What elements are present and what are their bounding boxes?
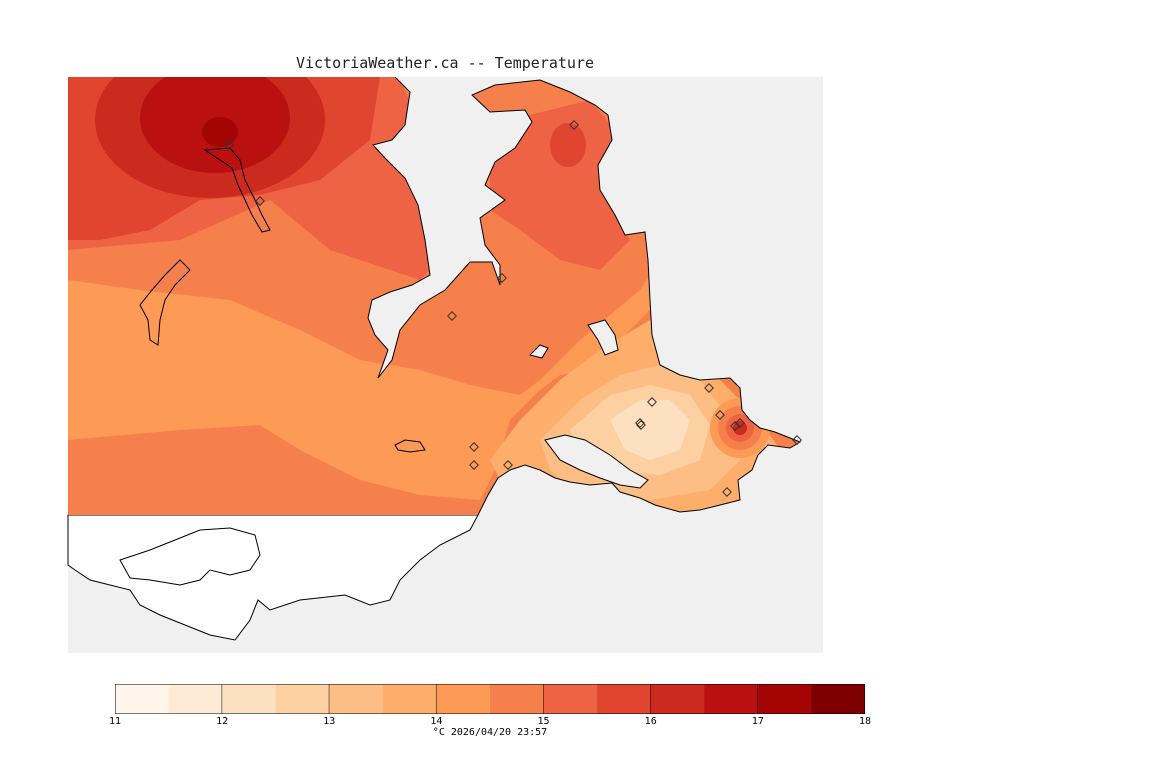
scale-swatch <box>757 684 812 714</box>
scale-swatch <box>168 684 223 714</box>
scale-swatch <box>543 684 598 714</box>
station-marker[interactable] <box>569 120 579 130</box>
scale-swatch <box>115 684 170 714</box>
temperature-field <box>68 77 800 515</box>
scale-tick-label: 13 <box>323 716 336 727</box>
scale-swatch <box>811 684 865 714</box>
harbour <box>544 434 649 489</box>
station-marker[interactable] <box>647 397 657 407</box>
map-title: VictoriaWeather.ca -- Temperature <box>295 54 594 72</box>
weather-stations <box>224 120 802 497</box>
station-marker[interactable] <box>497 273 507 283</box>
station-marker[interactable] <box>715 410 725 420</box>
station-marker[interactable] <box>636 420 646 430</box>
scale-swatch <box>329 684 384 714</box>
scale-tick-label: 12 <box>216 716 229 727</box>
scale-tick-label: 18 <box>858 716 872 727</box>
lake <box>394 439 426 453</box>
scale-swatch <box>650 684 705 714</box>
scale-tick-label: 16 <box>644 716 657 727</box>
scale-swatch <box>275 684 330 714</box>
caption-units-timestamp: °C 2026/04/20 23:57 <box>432 727 548 738</box>
station-marker[interactable] <box>447 311 457 321</box>
station-marker[interactable] <box>255 196 265 206</box>
scale-tick-label: 14 <box>430 716 443 727</box>
station-marker[interactable] <box>469 442 479 452</box>
station-marker[interactable] <box>503 460 513 470</box>
lake <box>587 319 619 356</box>
scale-tick-label: 15 <box>537 716 550 727</box>
lake <box>139 259 191 346</box>
scale-swatch <box>222 684 277 714</box>
scale-tick-label: 17 <box>751 716 764 727</box>
station-marker[interactable] <box>469 460 479 470</box>
inlet <box>203 147 271 233</box>
scale-tick-label: 11 <box>108 716 122 727</box>
station-marker[interactable] <box>735 418 745 428</box>
scale-swatch <box>704 684 759 714</box>
station-marker[interactable] <box>635 418 645 428</box>
scale-swatch <box>490 684 545 714</box>
station-marker[interactable] <box>704 383 714 393</box>
coastline <box>367 76 802 516</box>
scale-swatch <box>382 684 437 714</box>
scale-swatch <box>597 684 652 714</box>
station-marker[interactable] <box>722 487 732 497</box>
scale-swatch <box>436 684 491 714</box>
station-marker[interactable] <box>792 435 802 445</box>
lake <box>529 344 549 359</box>
station-marker[interactable] <box>224 140 234 150</box>
color-scale <box>115 684 865 714</box>
us-island <box>119 527 261 586</box>
